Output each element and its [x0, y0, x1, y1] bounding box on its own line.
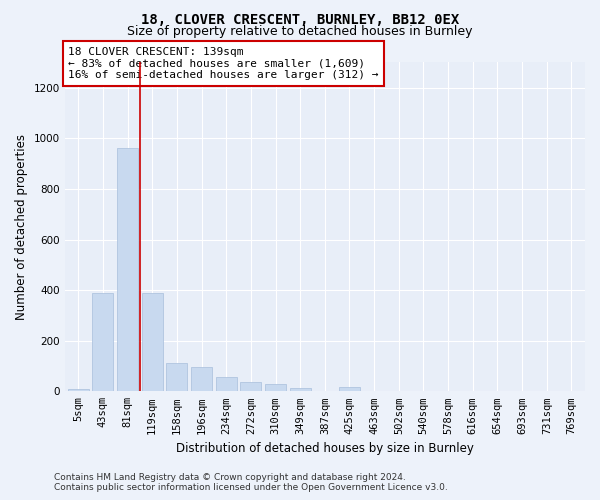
Bar: [142, 292, 163, 392]
Bar: [92, 292, 113, 392]
Text: 18, CLOVER CRESCENT, BURNLEY, BB12 0EX: 18, CLOVER CRESCENT, BURNLEY, BB12 0EX: [141, 12, 459, 26]
Bar: [339, 387, 360, 392]
Bar: [68, 389, 89, 392]
Text: Contains HM Land Registry data © Crown copyright and database right 2024.
Contai: Contains HM Land Registry data © Crown c…: [54, 473, 448, 492]
Y-axis label: Number of detached properties: Number of detached properties: [15, 134, 28, 320]
Bar: [191, 368, 212, 392]
Bar: [117, 148, 138, 392]
Bar: [265, 384, 286, 392]
Bar: [290, 388, 311, 392]
X-axis label: Distribution of detached houses by size in Burnley: Distribution of detached houses by size …: [176, 442, 474, 455]
Bar: [166, 364, 187, 392]
Bar: [241, 382, 262, 392]
Bar: [216, 378, 236, 392]
Text: Size of property relative to detached houses in Burnley: Size of property relative to detached ho…: [127, 25, 473, 38]
Text: 18 CLOVER CRESCENT: 139sqm
← 83% of detached houses are smaller (1,609)
16% of s: 18 CLOVER CRESCENT: 139sqm ← 83% of deta…: [68, 47, 379, 80]
